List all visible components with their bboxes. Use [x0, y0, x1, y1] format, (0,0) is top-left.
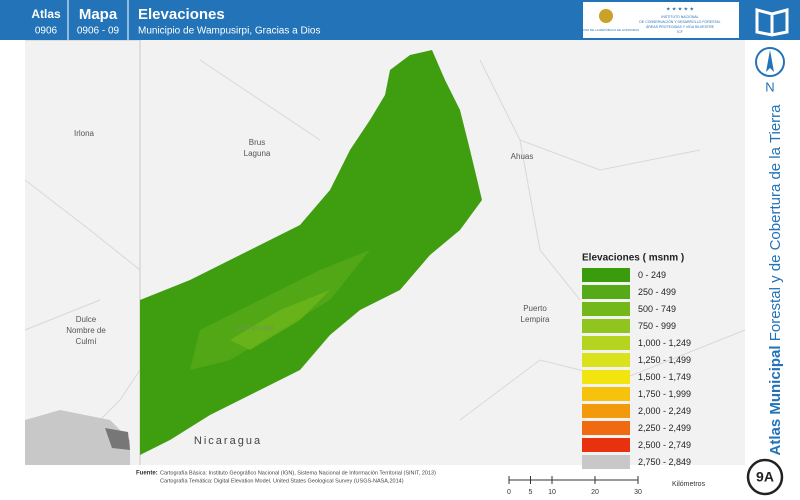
legend-label: 2,500 - 2,749: [638, 440, 691, 450]
legend-label: 0 - 249: [638, 270, 666, 280]
locator-map: [25, 410, 130, 465]
sheet-circle: [746, 458, 784, 496]
place-label: Laguna: [244, 149, 271, 158]
legend-swatch: [582, 353, 630, 367]
source-line: Cartografía Temática: Digital Elevation …: [160, 478, 404, 484]
logo-text: ÁREAS PROTEGIDAS Y VIDA SILVESTRE: [646, 25, 715, 29]
legend-label: 750 - 999: [638, 321, 676, 331]
place-label: Culmí: [76, 337, 98, 346]
legend-label: 250 - 499: [638, 287, 676, 297]
place-label: Dulce: [76, 315, 97, 324]
map-subtitle: Municipio de Wampusirpi, Gracias a Dios: [138, 26, 320, 37]
place-label: Puerto: [523, 304, 547, 313]
legend-label: 1,500 - 1,749: [638, 372, 691, 382]
north-circle: [755, 47, 785, 77]
logo-text: INSTITUTO NACIONAL: [661, 15, 698, 19]
logo-text: GOBIERNO DE LA REPÚBLICA DE HONDURAS: [573, 27, 639, 32]
book-icon: [755, 8, 789, 37]
place-label: Ahuas: [511, 152, 534, 161]
map-title: Elevaciones: [138, 6, 225, 23]
legend-swatch: [582, 421, 630, 435]
scale-label: 10: [548, 489, 556, 496]
sidebar-title-bold: Atlas Municipal: [767, 345, 784, 455]
legend-swatch: [582, 319, 630, 333]
atlas-code: 0906: [35, 26, 58, 37]
legend-label: 1,000 - 1,249: [638, 338, 691, 348]
place-label: Nombre de: [66, 326, 106, 335]
legend-label: 1,250 - 1,499: [638, 355, 691, 365]
source-line: Cartografía Básica: Instituto Geográfico…: [160, 470, 436, 476]
legend-label: 1,750 - 1,999: [638, 389, 691, 399]
legend-swatch: [582, 302, 630, 316]
coat-of-arms: [599, 9, 613, 23]
scale-label: 30: [634, 489, 642, 496]
scale-bar: Kilómetros 0 5 10 20 30: [507, 476, 706, 496]
roads: [24, 59, 746, 461]
legend-label: 2,750 - 2,849: [638, 457, 691, 467]
legend-label: 2,250 - 2,499: [638, 423, 691, 433]
legend-swatch: [582, 370, 630, 384]
scale-label: 20: [591, 489, 599, 496]
legend: Elevaciones ( msnm ) 0 - 249 250 - 499 500…: [582, 253, 691, 469]
source-label: Fuente:: [136, 471, 158, 477]
place-label: Wampusirpi: [237, 325, 274, 332]
north-arrow: [766, 50, 774, 72]
legend-label: 500 - 749: [638, 304, 676, 314]
place-labels: Irlona Brus Laguna Ahuas Dulce Nombre de…: [66, 129, 550, 447]
legend-label: 2,000 - 2,249: [638, 406, 691, 416]
country-label: Nicaragua: [194, 435, 262, 447]
legend-swatch: [582, 268, 630, 282]
legend-swatch: [582, 438, 630, 452]
highland-relief: [230, 290, 330, 350]
legend-swatch: [582, 336, 630, 350]
map-label: Mapa: [79, 6, 118, 23]
logo-text: DE CONSERVACIÓN Y DESARROLLO FORESTAL: [639, 19, 720, 24]
scale-unit: Kilómetros: [672, 481, 706, 488]
place-label: Lempira: [521, 315, 550, 324]
place-label: Irlona: [74, 129, 95, 138]
legend-swatch: [582, 285, 630, 299]
atlas-label: Atlas: [31, 7, 61, 21]
scale-label: 5: [529, 489, 533, 496]
logo-stars: ★ ★ ★ ★ ★: [666, 6, 694, 12]
sheet-number: 9A: [756, 469, 774, 485]
map-code: 0906 - 09: [77, 26, 120, 37]
legend-swatch: [582, 455, 630, 469]
sidebar-title-rest: Forestal y de Cobertura de la Tierra: [767, 104, 784, 341]
sidebar-title: Atlas Municipal Forestal y de Cobertura …: [767, 104, 784, 456]
legend-swatch: [582, 387, 630, 401]
logo-text: ICF: [677, 30, 683, 34]
locator-highlight: [105, 428, 130, 450]
place-label: Brus: [249, 138, 265, 147]
north-label: N: [765, 79, 774, 94]
legend-swatch: [582, 404, 630, 418]
scale-label: 0: [507, 489, 511, 496]
legend-title: Elevaciones ( msnm ): [582, 253, 684, 264]
